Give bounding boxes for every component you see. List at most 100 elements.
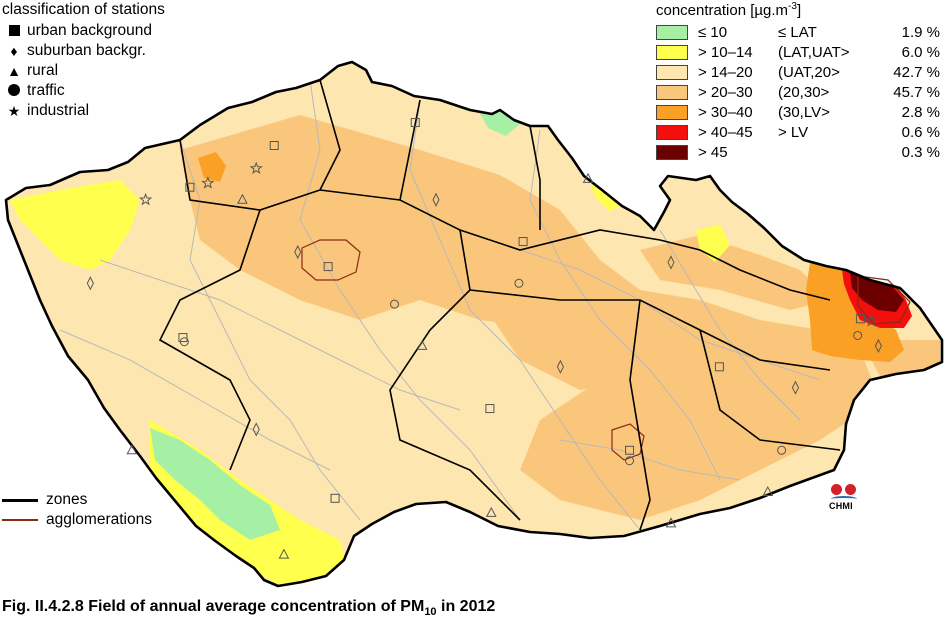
legend-industrial-label: industrial	[27, 102, 90, 119]
area-percent: 6.0 %	[901, 44, 940, 61]
triangle-icon: ▲	[7, 63, 21, 79]
station-diamond-marker	[86, 276, 94, 291]
station-diamond-marker	[294, 244, 302, 260]
station-triangle-marker	[416, 339, 428, 350]
station-square-marker	[330, 493, 340, 503]
legend-class-30-40: > 30–40 (30,LV> 2.8 %	[656, 103, 944, 123]
concentration-legend-title: concentration [µg.m-3]	[656, 1, 802, 19]
range-label: > 14–20	[698, 64, 753, 81]
station-star-marker	[249, 161, 263, 175]
figure-caption: Fig. II.4.2.8 Field of annual average co…	[2, 598, 496, 619]
range-label: > 45	[698, 144, 728, 161]
station-triangle-marker	[237, 193, 248, 204]
station-markers	[86, 118, 882, 559]
legend-class-10-14: > 10–14 (LAT,UAT> 6.0 %	[656, 43, 944, 63]
logo-mark-right	[845, 484, 856, 495]
limit-label: (20,30>	[778, 84, 830, 101]
agglomeration-borders	[301, 239, 911, 461]
station-triangle-marker	[582, 172, 594, 183]
circle-icon	[6, 83, 22, 99]
range-label: ≤ 10	[698, 24, 728, 41]
color-swatch	[656, 125, 688, 140]
station-diamond-marker	[667, 255, 675, 270]
station-circle-marker	[179, 337, 189, 347]
station-circle-marker	[625, 456, 635, 466]
station-circle-marker	[514, 278, 524, 288]
station-star-marker	[201, 176, 215, 189]
station-diamond-marker	[791, 380, 800, 395]
color-swatch	[656, 85, 688, 100]
limit-label: (30,LV>	[778, 104, 830, 121]
station-star-marker	[139, 192, 153, 206]
class-gt-45-area	[850, 272, 904, 312]
station-diamond-marker	[252, 422, 260, 437]
legend-traffic-label: traffic	[27, 82, 65, 99]
star-icon: ★	[7, 102, 21, 119]
station-triangle-marker	[126, 444, 138, 455]
class-20-30-area-central	[480, 280, 660, 390]
station-square-marker	[625, 445, 635, 455]
zone-borders	[158, 79, 841, 531]
class-10-14-area-northeast	[590, 185, 620, 212]
legend-zones: zones	[2, 491, 87, 509]
legend-class-gt-45: > 45 0.3 %	[656, 143, 944, 163]
class-le-10-area	[150, 428, 280, 540]
area-percent: 2.8 %	[901, 104, 940, 121]
area-percent: 1.9 %	[901, 24, 940, 41]
station-square-marker	[323, 262, 333, 272]
agglomerations-line-swatch	[2, 519, 38, 521]
district-borders	[59, 79, 821, 531]
legend-class-40-45: > 40–45 > LV 0.6 %	[656, 123, 944, 143]
station-diamond-marker	[556, 359, 564, 374]
station-triangle-marker	[665, 517, 677, 528]
limit-label: ≤ LAT	[778, 24, 817, 41]
limit-label: > LV	[778, 124, 809, 141]
class-20-30-area-northeast	[640, 235, 830, 310]
range-label: > 20–30	[698, 84, 753, 101]
station-square-marker	[855, 314, 865, 324]
station-square-marker	[485, 404, 495, 414]
legend-zones-label: zones	[46, 491, 88, 508]
range-label: > 30–40	[698, 104, 753, 121]
country-border	[4, 60, 944, 588]
legend-suburban-background-label: suburban backgr.	[27, 42, 146, 59]
station-star-marker	[864, 313, 879, 327]
class-30-40-area-north	[198, 152, 226, 182]
station-square-marker	[185, 182, 195, 192]
color-swatch	[656, 25, 688, 40]
color-swatch	[656, 145, 688, 160]
station-diamond-marker	[874, 338, 882, 354]
station-triangle-marker	[762, 485, 774, 497]
square-icon	[6, 23, 22, 39]
station-square-marker	[714, 362, 724, 372]
legend-urban-background: urban background	[6, 21, 152, 41]
station-diamond-marker	[432, 192, 440, 207]
limit-label: (LAT,UAT>	[778, 44, 850, 61]
color-swatch	[656, 105, 688, 120]
limit-label: (UAT,20>	[778, 64, 840, 81]
legend-urban-background-label: urban background	[27, 22, 152, 39]
zones-line-swatch	[2, 498, 38, 502]
legend-suburban-background: ♦ suburban backgr.	[6, 41, 146, 61]
area-percent: 0.3 %	[901, 144, 940, 161]
legend-rural-label: rural	[27, 62, 59, 79]
area-percent: 42.7 %	[893, 64, 940, 81]
legend-class-20-30: > 20–30 (20,30> 45.7 %	[656, 83, 944, 103]
chmi-logo: CHMI	[828, 484, 860, 514]
logo-wave	[831, 496, 857, 502]
brno-agglomeration	[611, 423, 645, 461]
range-label: > 40–45	[698, 124, 753, 141]
class-10-14-area-west	[10, 180, 140, 270]
station-square-marker	[269, 141, 279, 151]
legend-agglomerations-label: agglomerations	[46, 511, 152, 528]
station-circle-marker	[390, 299, 400, 309]
station-square-marker	[518, 237, 528, 247]
legend-agglomerations: agglomerations	[2, 511, 152, 529]
color-swatch	[656, 65, 688, 80]
station-triangle-marker	[278, 548, 290, 559]
station-square-marker	[178, 333, 188, 343]
class-30-40-area	[806, 262, 904, 362]
legend-traffic: traffic	[6, 81, 65, 101]
logo-text: CHMI	[829, 501, 853, 511]
